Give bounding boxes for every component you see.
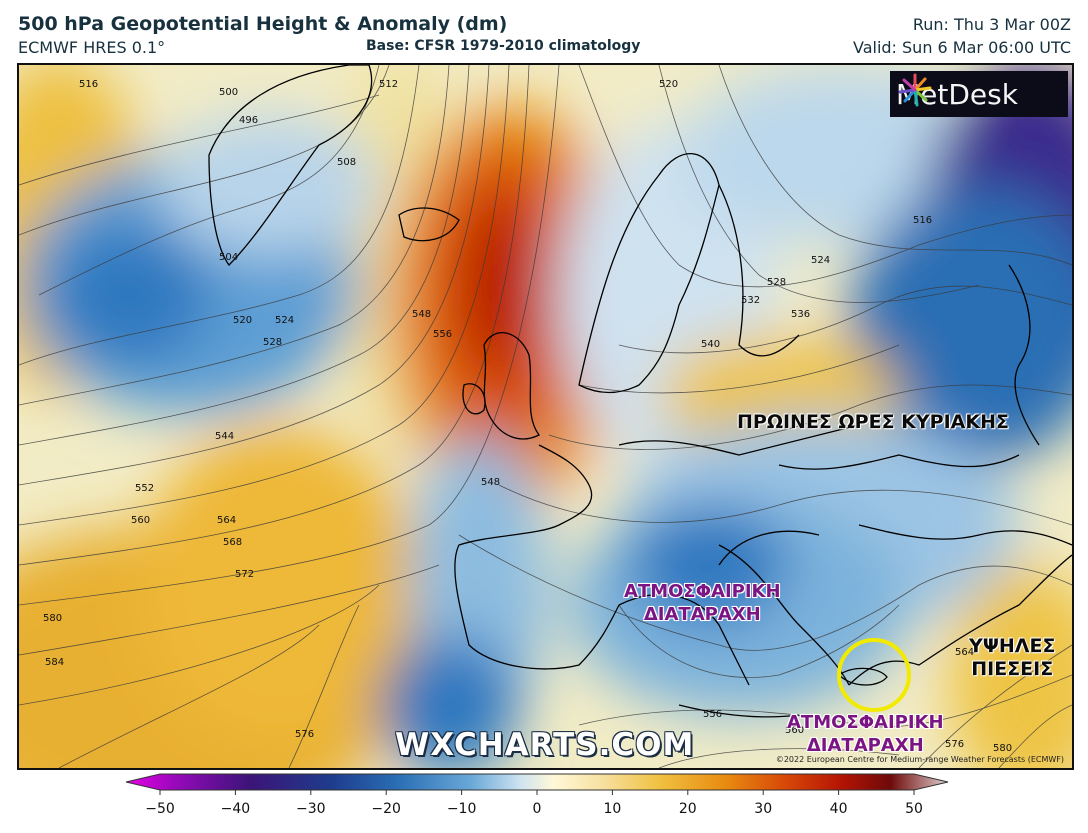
- run-time: Run: Thu 3 Mar 00Z: [912, 15, 1071, 34]
- colorbar-tick-label: −40: [221, 801, 251, 817]
- contour-label: 508: [337, 157, 356, 168]
- colorbar-tick-label: −10: [447, 801, 477, 817]
- model-name: ECMWF HRES 0.1°: [18, 38, 166, 57]
- contour-label: 564: [955, 647, 974, 658]
- contour-label: 556: [433, 329, 452, 340]
- contour-label: 576: [295, 729, 314, 740]
- colorbar-tick-label: 40: [830, 801, 848, 817]
- colorbar-tick-label: 0: [533, 801, 542, 817]
- colorbar: −50 −40 −30 −20 −10 0 10 20 30 40 50: [125, 773, 949, 817]
- contour-label: 544: [215, 431, 234, 442]
- contour-label: 528: [263, 337, 282, 348]
- contour-label: 516: [913, 215, 932, 226]
- contour-label: 528: [767, 277, 786, 288]
- sunburst-icon: [898, 73, 932, 107]
- contour-label: 520: [659, 79, 678, 90]
- annotation-line: ΥΨΗΛΕΣ: [969, 635, 1056, 657]
- contour-label: 580: [993, 743, 1012, 754]
- weather-map[interactable]: 516 500 496 512 520 508 504 520 524 528 …: [17, 63, 1074, 770]
- contour-label: 516: [79, 79, 98, 90]
- contour-label: 524: [811, 255, 830, 266]
- annotation-line: ΑΤΜΟΣΦΑΙΡΙΚΗ: [787, 712, 944, 733]
- colorbar-tick-label: −20: [371, 801, 401, 817]
- annotation-sunday-morning: ΠΡΩΙΝΕΣ ΩΡΕΣ ΚΥΡΙΑΚΗΣ: [737, 411, 1009, 433]
- annotation-line: ΔΙΑΤΑΡΑΧΗ: [806, 735, 924, 756]
- chart-title: 500 hPa Geopotential Height & Anomaly (d…: [18, 13, 508, 35]
- annotation-line: ΠΙΕΣΕΙΣ: [971, 658, 1054, 680]
- colorbar-scale: [125, 773, 949, 791]
- contour-label: 576: [945, 739, 964, 750]
- contour-label: 548: [412, 309, 431, 320]
- colorbar-tick-label: −30: [296, 801, 326, 817]
- contour-label: 536: [791, 309, 810, 320]
- contour-label: 548: [481, 477, 500, 488]
- colorbar-tick-label: −50: [145, 801, 175, 817]
- colorbar-tick-label: 30: [754, 801, 772, 817]
- contour-label: 532: [741, 295, 760, 306]
- colorbar-tick-label: 20: [679, 801, 697, 817]
- contour-label: 580: [43, 613, 62, 624]
- contour-label: 540: [701, 339, 720, 350]
- contour-label: 584: [45, 657, 64, 668]
- colorbar-tick-label: 10: [603, 801, 621, 817]
- valid-time: Valid: Sun 6 Mar 06:00 UTC: [852, 38, 1071, 57]
- annotation-disturbance-crete: ΑΤΜΟΣΦΑΙΡΙΚΗ ΔΙΑΤΑΡΑΧΗ: [787, 711, 944, 757]
- contour-label: 560: [131, 515, 150, 526]
- contour-label: 568: [223, 537, 242, 548]
- contour-label: 496: [239, 115, 258, 126]
- contour-label: 504: [219, 252, 238, 263]
- highlight-circle: [837, 638, 911, 712]
- contour-label: 560: [785, 725, 804, 736]
- copyright-notice: ©2022 European Centre for Medium-range W…: [775, 755, 1064, 764]
- annotation-line: ΑΤΜΟΣΦΑΙΡΙΚΗ: [624, 581, 781, 602]
- annotation-high-pressure: ΥΨΗΛΕΣ ΠΙΕΣΕΙΣ: [969, 635, 1055, 681]
- anomaly-field: 516 500 496 512 520 508 504 520 524 528 …: [19, 65, 1072, 768]
- contour-label: 556: [703, 709, 722, 720]
- contour-label: 552: [135, 483, 154, 494]
- contour-label: 500: [219, 87, 238, 98]
- climatology-base: Base: CFSR 1979-2010 climatology: [366, 38, 641, 54]
- contour-label: 572: [235, 569, 254, 580]
- annotation-line: ΔΙΑΤΑΡΑΧΗ: [643, 604, 761, 625]
- contour-label: 512: [379, 79, 398, 90]
- contour-label: 520: [233, 315, 252, 326]
- contour-label: 524: [275, 315, 294, 326]
- annotation-disturbance-main: ΑΤΜΟΣΦΑΙΡΙΚΗ ΔΙΑΤΑΡΑΧΗ: [624, 580, 781, 626]
- wxcharts-watermark: WXCHARTS.COM: [395, 727, 695, 763]
- colorbar-tick-label: 50: [905, 801, 923, 817]
- metdesk-logo: MetDesk: [890, 71, 1068, 117]
- contour-label: 564: [217, 515, 236, 526]
